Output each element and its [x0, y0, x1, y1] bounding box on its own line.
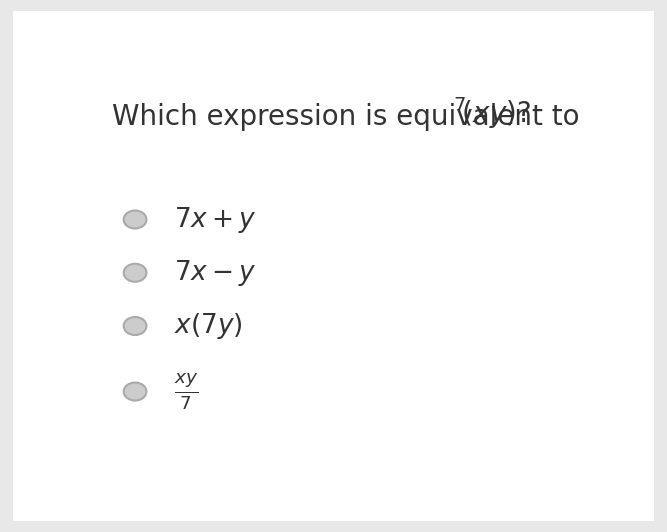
- Circle shape: [123, 211, 147, 229]
- Text: $\frac{xy}{7}$: $\frac{xy}{7}$: [174, 371, 198, 412]
- Text: $7x-y$: $7x-y$: [174, 258, 257, 288]
- Text: $^7\!\left(xy\right)$?: $^7\!\left(xy\right)$?: [453, 95, 531, 131]
- Text: $7x+y$: $7x+y$: [174, 204, 257, 235]
- Text: $x(7y)$: $x(7y)$: [174, 311, 243, 341]
- Circle shape: [123, 317, 147, 335]
- Circle shape: [123, 383, 147, 401]
- Text: Which expression is equivalent to: Which expression is equivalent to: [112, 103, 588, 131]
- Circle shape: [123, 264, 147, 282]
